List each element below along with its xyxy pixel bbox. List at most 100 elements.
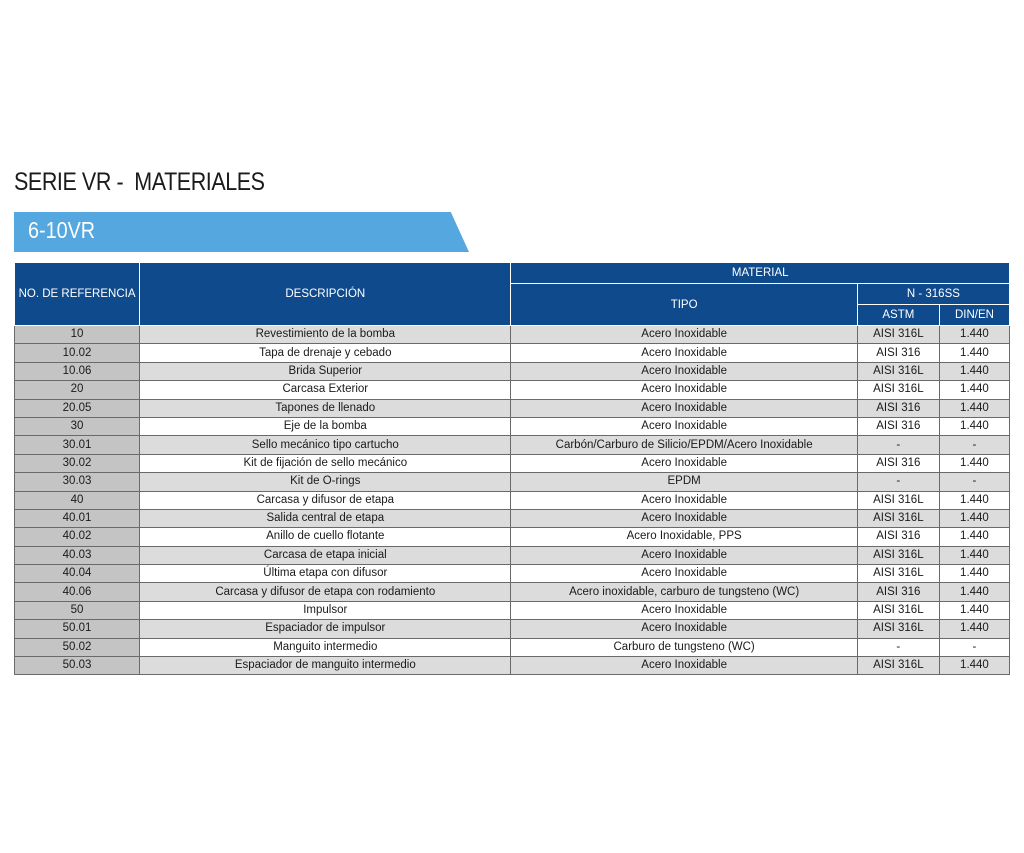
table-header: NO. DE REFERENCIA DESCRIPCIÓN MATERIAL T… xyxy=(13,262,1011,326)
header-ref: NO. DE REFERENCIA xyxy=(13,262,141,326)
tipo-cell: Acero Inoxidable xyxy=(510,508,858,529)
din-cell: 1.440 xyxy=(938,380,1011,400)
table-row: 30 Eje de la bomba Acero Inoxidable AISI 31… xyxy=(13,416,1011,437)
astm-cell: - xyxy=(856,637,940,658)
tipo-cell: Acero Inoxidable xyxy=(510,343,858,363)
description-cell: Sello mecánico tipo cartucho xyxy=(139,435,512,455)
din-cell: 1.440 xyxy=(938,324,1011,345)
tipo-cell: Acero Inoxidable xyxy=(510,380,858,400)
astm-cell: AISI 316L xyxy=(856,508,940,529)
header-astm: ASTM xyxy=(856,304,940,326)
ref-cell: 10.02 xyxy=(13,343,141,363)
description-cell: Revestimiento de la bomba xyxy=(139,324,512,345)
tipo-cell: Acero Inoxidable xyxy=(510,416,858,437)
tipo-cell: Carbón/Carburo de Silicio/EPDM/Acero Ino… xyxy=(510,435,858,455)
tipo-cell: Acero Inoxidable xyxy=(510,490,858,510)
description-cell: Kit de O-rings xyxy=(139,472,512,492)
description-cell: Kit de fijación de sello mecánico xyxy=(139,453,512,474)
header-material: MATERIAL xyxy=(510,262,1010,284)
din-cell: 1.440 xyxy=(938,453,1011,474)
tipo-cell: Acero Inoxidable xyxy=(510,600,858,621)
header-grade: N - 316SS xyxy=(856,283,1011,305)
ref-cell: 40 xyxy=(13,490,141,510)
table-row: 40.04 Última etapa con difusor Acero Inoxi… xyxy=(13,564,1011,584)
ref-cell: 40.03 xyxy=(13,545,141,566)
ref-cell: 50 xyxy=(13,600,141,621)
header-tipo: TIPO xyxy=(510,283,858,326)
astm-cell: AISI 316L xyxy=(856,380,940,400)
page-title: SERIE VR - MATERIALES xyxy=(14,168,265,196)
description-cell: Carcasa y difusor de etapa xyxy=(139,490,512,510)
table-row: 40.01 Salida central de etapa Acero Inoxid… xyxy=(13,508,1011,529)
tipo-cell: Acero Inoxidable xyxy=(510,453,858,474)
series-banner: 6-10VR xyxy=(14,212,469,252)
description-cell: Última etapa con difusor xyxy=(139,564,512,584)
din-cell: 1.440 xyxy=(938,619,1011,639)
astm-cell: AISI 316L xyxy=(856,490,940,510)
tipo-cell: EPDM xyxy=(510,472,858,492)
description-cell: Carcasa y difusor de etapa con rodamient… xyxy=(139,582,512,602)
table-row: 40.06 Carcasa y difusor de etapa con roda… xyxy=(13,582,1011,602)
astm-cell: AISI 316 xyxy=(856,398,940,418)
ref-cell: 40.02 xyxy=(13,527,141,547)
ref-cell: 50.02 xyxy=(13,637,141,658)
table-row: 40.02 Anillo de cuello flotante Acero Inox… xyxy=(13,527,1011,547)
din-cell: 1.440 xyxy=(938,416,1011,437)
din-cell: 1.440 xyxy=(938,656,1011,676)
description-cell: Espaciador de manguito intermedio xyxy=(139,656,512,676)
header-desc: DESCRIPCIÓN xyxy=(139,262,512,326)
ref-cell: 20.05 xyxy=(13,398,141,418)
ref-cell: 50.03 xyxy=(13,656,141,676)
tipo-cell: Acero Inoxidable xyxy=(510,619,858,639)
ref-cell: 40.01 xyxy=(13,508,141,529)
tipo-cell: Acero inoxidable, carburo de tungsteno (… xyxy=(510,582,858,602)
astm-cell: AISI 316L xyxy=(856,545,940,566)
table-row: 20.05 Tapones de llenado Acero Inoxidable A… xyxy=(13,398,1011,418)
table-row: 30.03 Kit de O-rings EPDM - - xyxy=(13,472,1011,492)
astm-cell: - xyxy=(856,435,940,455)
ref-cell: 10.06 xyxy=(13,361,141,382)
table-row: 30.01 Sello mecánico tipo cartucho Carbón/… xyxy=(13,435,1011,455)
table-body: 10 Revestimiento de la bomba Acero Inoxida… xyxy=(13,324,1011,676)
din-cell: 1.440 xyxy=(938,582,1011,602)
tipo-cell: Acero Inoxidable xyxy=(510,324,858,345)
tipo-cell: Acero Inoxidable xyxy=(510,656,858,676)
astm-cell: AISI 316 xyxy=(856,453,940,474)
table-row: 50 Impulsor Acero Inoxidable AISI 316L 1.440 xyxy=(13,600,1011,621)
tipo-cell: Acero Inoxidable, PPS xyxy=(510,527,858,547)
description-cell: Salida central de etapa xyxy=(139,508,512,529)
ref-cell: 10 xyxy=(13,324,141,345)
ref-cell: 20 xyxy=(13,380,141,400)
header-din: DIN/EN xyxy=(938,304,1011,326)
ref-cell: 30.02 xyxy=(13,453,141,474)
din-cell: 1.440 xyxy=(938,398,1011,418)
description-cell: Carcasa Exterior xyxy=(139,380,512,400)
description-cell: Anillo de cuello flotante xyxy=(139,527,512,547)
din-cell: 1.440 xyxy=(938,545,1011,566)
ref-cell: 30 xyxy=(13,416,141,437)
ref-cell: 30.01 xyxy=(13,435,141,455)
description-cell: Tapa de drenaje y cebado xyxy=(139,343,512,363)
description-cell: Espaciador de impulsor xyxy=(139,619,512,639)
table-row: 40.03 Carcasa de etapa inicial Acero Inoxi… xyxy=(13,545,1011,566)
din-cell: 1.440 xyxy=(938,361,1011,382)
table-row: 20 Carcasa Exterior Acero Inoxidable AISI 3… xyxy=(13,380,1011,400)
table-row: 50.02 Manguito intermedio Carburo de tungs… xyxy=(13,637,1011,658)
din-cell: 1.440 xyxy=(938,343,1011,363)
tipo-cell: Acero Inoxidable xyxy=(510,398,858,418)
din-cell: 1.440 xyxy=(938,527,1011,547)
astm-cell: AISI 316L xyxy=(856,619,940,639)
description-cell: Tapones de llenado xyxy=(139,398,512,418)
series-banner-label: 6-10VR xyxy=(28,217,96,243)
table-row: 10 Revestimiento de la bomba Acero Inoxida… xyxy=(13,324,1011,345)
description-cell: Impulsor xyxy=(139,600,512,621)
table-row: 40 Carcasa y difusor de etapa Acero Inoxid… xyxy=(13,490,1011,510)
astm-cell: AISI 316L xyxy=(856,564,940,584)
description-cell: Eje de la bomba xyxy=(139,416,512,437)
table-row: 50.01 Espaciador de impulsor Acero Inoxida… xyxy=(13,619,1011,639)
astm-cell: - xyxy=(856,472,940,492)
astm-cell: AISI 316L xyxy=(856,600,940,621)
materials-table: NO. DE REFERENCIA DESCRIPCIÓN MATERIAL T… xyxy=(13,262,1011,676)
ref-cell: 30.03 xyxy=(13,472,141,492)
description-cell: Brida Superior xyxy=(139,361,512,382)
